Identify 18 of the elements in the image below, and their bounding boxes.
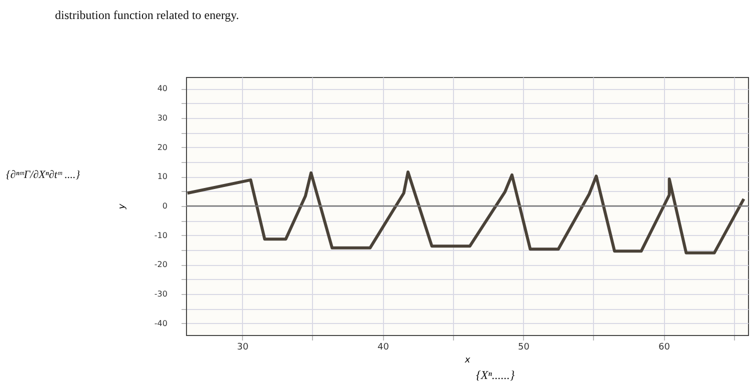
x-tick-label: 60 [658,342,670,352]
text: {∂ⁿᵐΓ/∂Xⁿ∂tᵐ ....} [6,169,81,181]
y-tick-label: -40 [154,318,168,328]
y-axis-title: y [117,203,128,210]
text: distribution function related to energy. [55,8,239,22]
x-tick-label: 30 [236,342,249,352]
x-axis-title: x [464,356,471,366]
y-tick-label: -10 [154,230,168,240]
x-tick-label: 50 [518,342,530,352]
y-tick-label: -20 [154,260,168,270]
text: {Xⁿ......} [476,368,515,382]
y-tick-label: 10 [157,172,168,182]
y-tick-label: 20 [157,142,168,152]
y-tick-label: 30 [157,114,168,123]
y-tick-label: -30 [154,289,168,298]
y-tick-label: 0 [162,202,168,210]
x-tick-label: 40 [377,342,390,352]
y-tick-label: 40 [157,84,168,94]
